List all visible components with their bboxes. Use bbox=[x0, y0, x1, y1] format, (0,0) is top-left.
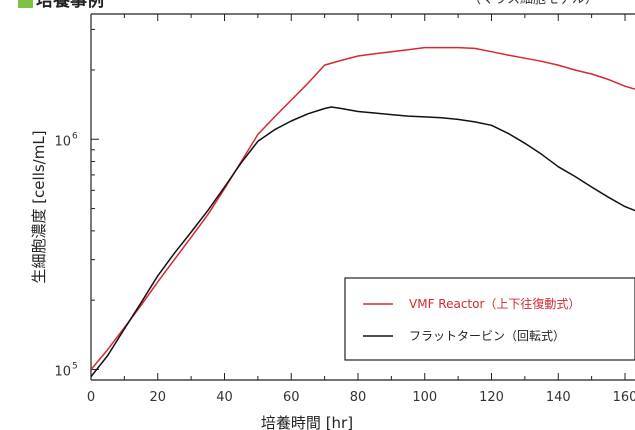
series-line-2 bbox=[91, 106, 635, 378]
y-tick-exponent: 5 bbox=[72, 361, 78, 371]
y-axis-title: 生細胞濃度 [cells/mL] bbox=[30, 130, 48, 283]
section-note: （マウス細胞モデル） bbox=[468, 0, 598, 9]
x-tick-label: 160 bbox=[613, 390, 635, 405]
y-tick-exponent: 6 bbox=[72, 131, 78, 141]
x-tick-label: 40 bbox=[216, 390, 233, 405]
x-tick-label: 100 bbox=[412, 390, 437, 405]
legend-box bbox=[344, 277, 635, 361]
x-axis-title: 培養時間 [hr] bbox=[261, 414, 353, 430]
x-tick-label: 20 bbox=[149, 390, 166, 405]
x-tick-label: 120 bbox=[479, 390, 504, 405]
series-line-1 bbox=[91, 46, 635, 370]
y-tick-label: 10 bbox=[54, 134, 71, 149]
x-tick-label: 140 bbox=[546, 390, 571, 405]
y-tick-label: 10 bbox=[54, 364, 71, 379]
section-title: 培養事例 bbox=[36, 0, 104, 11]
header-marker bbox=[18, 0, 33, 8]
x-tick-label: 0 bbox=[87, 390, 95, 405]
legend-label-2: フラットタービン（回転式） bbox=[409, 329, 565, 343]
x-tick-label: 60 bbox=[283, 390, 300, 405]
x-tick-label: 80 bbox=[350, 390, 367, 405]
legend-label-1: VMF Reactor（上下往復動式） bbox=[409, 296, 580, 311]
